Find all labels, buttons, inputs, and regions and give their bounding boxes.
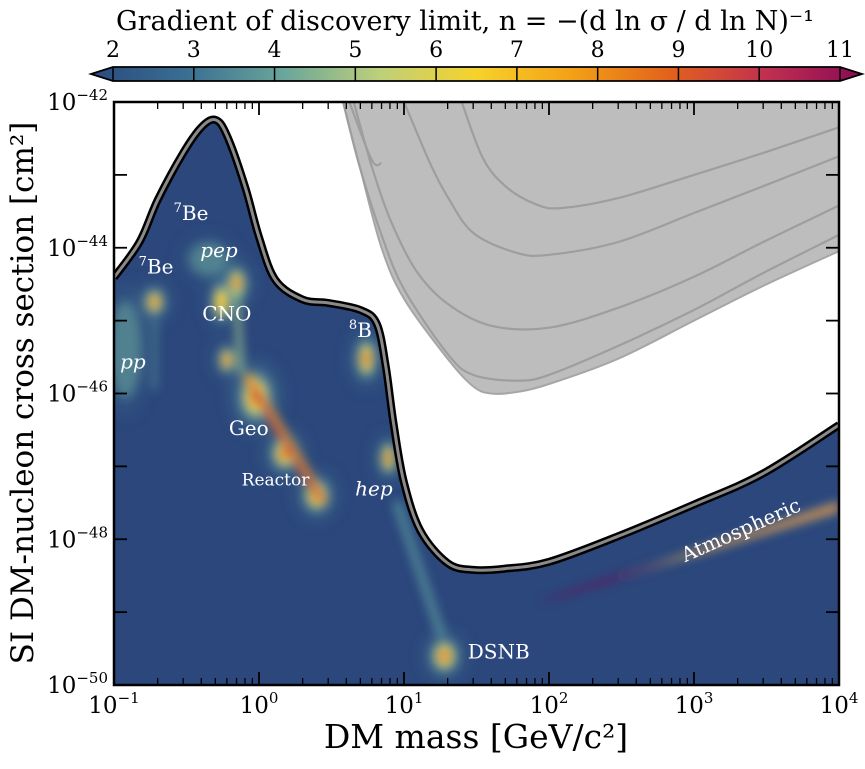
y-axis-label: SI DM-nucleon cross section [cm²]	[5, 122, 41, 665]
annotation-text: Be	[182, 201, 209, 225]
fog-streak	[249, 385, 322, 500]
y-tick-base: 10	[47, 673, 76, 699]
exclusion-curve	[342, 102, 839, 382]
annotation-label: hep	[355, 476, 393, 500]
colorbar-tick-label: 7	[510, 38, 524, 63]
y-tick-label: 10−46	[47, 378, 108, 408]
colorbar	[88, 66, 865, 82]
annotation-text: Be	[147, 255, 174, 279]
x-tick-exponent: −1	[118, 689, 140, 707]
y-tick-base: 10	[47, 236, 76, 262]
annotation-label: 7Be	[174, 201, 209, 225]
x-tick-exponent: 3	[704, 689, 714, 707]
y-tick-label: 10−42	[47, 86, 108, 116]
annotation-label: CNO	[202, 302, 251, 326]
colorbar-title: Gradient of discovery limit, n = −(d ln …	[116, 6, 814, 37]
y-tick-exponent: −50	[76, 669, 108, 687]
colorbar-tick-label: 3	[187, 38, 201, 63]
plot-area: AtmosphericDSNBGeoReactorCNOpepheppp7Be7…	[47, 86, 858, 719]
x-tick-labels: 10−1 100 101 102 103 104	[88, 689, 858, 719]
colorbar-tick-label: 10	[745, 38, 773, 63]
fog-streak	[392, 499, 446, 639]
annotation-text: B	[357, 318, 372, 342]
fog-hotspot	[225, 356, 229, 363]
x-tick-exponent: 1	[414, 689, 424, 707]
y-tick-label: 10−50	[47, 669, 108, 699]
x-tick-exponent: 0	[269, 689, 279, 707]
fog-hotspot	[114, 301, 142, 398]
y-tick-exponent: −48	[76, 523, 108, 541]
y-tick-base: 10	[47, 90, 76, 116]
fog-hotspot	[442, 653, 447, 659]
colorbar-tick-label: 8	[591, 38, 605, 63]
y-tick-exponent: −42	[76, 86, 108, 104]
x-tick-label: 100	[240, 689, 279, 719]
colorbar-tick-label: 2	[106, 38, 120, 63]
fog-hotspot	[282, 451, 287, 456]
x-tick-base: 10	[820, 693, 849, 719]
x-axis-label: DM mass [GeV/c²]	[324, 717, 628, 756]
atmospheric-peak	[542, 552, 695, 602]
annotation-superscript: 7	[174, 201, 182, 216]
exclusion-curve	[348, 102, 382, 167]
exclusion-curve	[352, 102, 839, 331]
annotation-label: pep	[200, 238, 238, 262]
x-tick-label: 102	[530, 689, 569, 719]
x-tick-exponent: 2	[559, 689, 569, 707]
annotation-label: Geo	[229, 416, 269, 440]
x-tick-base: 10	[88, 693, 117, 719]
colorbar-tick-label: 11	[826, 38, 854, 63]
y-tick-label: 10−44	[47, 232, 108, 262]
colorbar-tick-label: 6	[429, 38, 443, 63]
x-tick-base: 10	[240, 693, 269, 719]
y-tick-exponent: −46	[76, 378, 108, 396]
annotation-superscript: 7	[139, 255, 147, 270]
exclusion-curves	[342, 102, 839, 382]
x-tick-base: 10	[385, 693, 414, 719]
colorbar-tick-marks	[112, 67, 841, 81]
annotation-label: Reactor	[242, 470, 311, 490]
annotation-label: 8B	[349, 318, 372, 342]
exclusion-curve	[460, 102, 839, 210]
y-tick-label: 10−48	[47, 523, 108, 553]
x-tick-label: 101	[385, 689, 424, 719]
x-tick-exponent: 4	[849, 689, 859, 707]
annotation-label: 7Be	[139, 255, 174, 279]
colorbar-tick-label: 4	[268, 38, 282, 63]
fog-streak	[233, 288, 244, 375]
colorbar-tick-label: 5	[348, 38, 362, 63]
y-tick-base: 10	[47, 527, 76, 553]
x-tick-label: 103	[675, 689, 714, 719]
plot-frame	[112, 100, 841, 687]
x-tick-label: 10−1	[88, 689, 139, 719]
fog-base	[114, 119, 839, 685]
fog-boundary-inner	[114, 118, 839, 572]
fog-hotspot	[387, 456, 390, 461]
fog-hotspot	[365, 356, 368, 362]
exclusion-curve	[402, 102, 839, 258]
fog-hotspot	[153, 300, 156, 304]
colorbar-tick-labels: 2 3 4 5 6 7 8 9 10 11	[106, 38, 854, 63]
fog-hotspot	[235, 281, 238, 286]
y-tick-exponent: −44	[76, 232, 108, 250]
y-tick-base: 10	[47, 382, 76, 408]
x-tick-base: 10	[675, 693, 704, 719]
colorbar-tick-label: 9	[671, 38, 685, 63]
x-tick-label: 104	[820, 689, 859, 719]
fog-hotspot	[216, 291, 227, 313]
annotation-label: DSNB	[468, 640, 530, 664]
annotation-superscript: 8	[349, 318, 357, 333]
annotation-label: pp	[120, 350, 146, 374]
fog-hotspot	[189, 243, 228, 276]
x-tick-base: 10	[530, 693, 559, 719]
